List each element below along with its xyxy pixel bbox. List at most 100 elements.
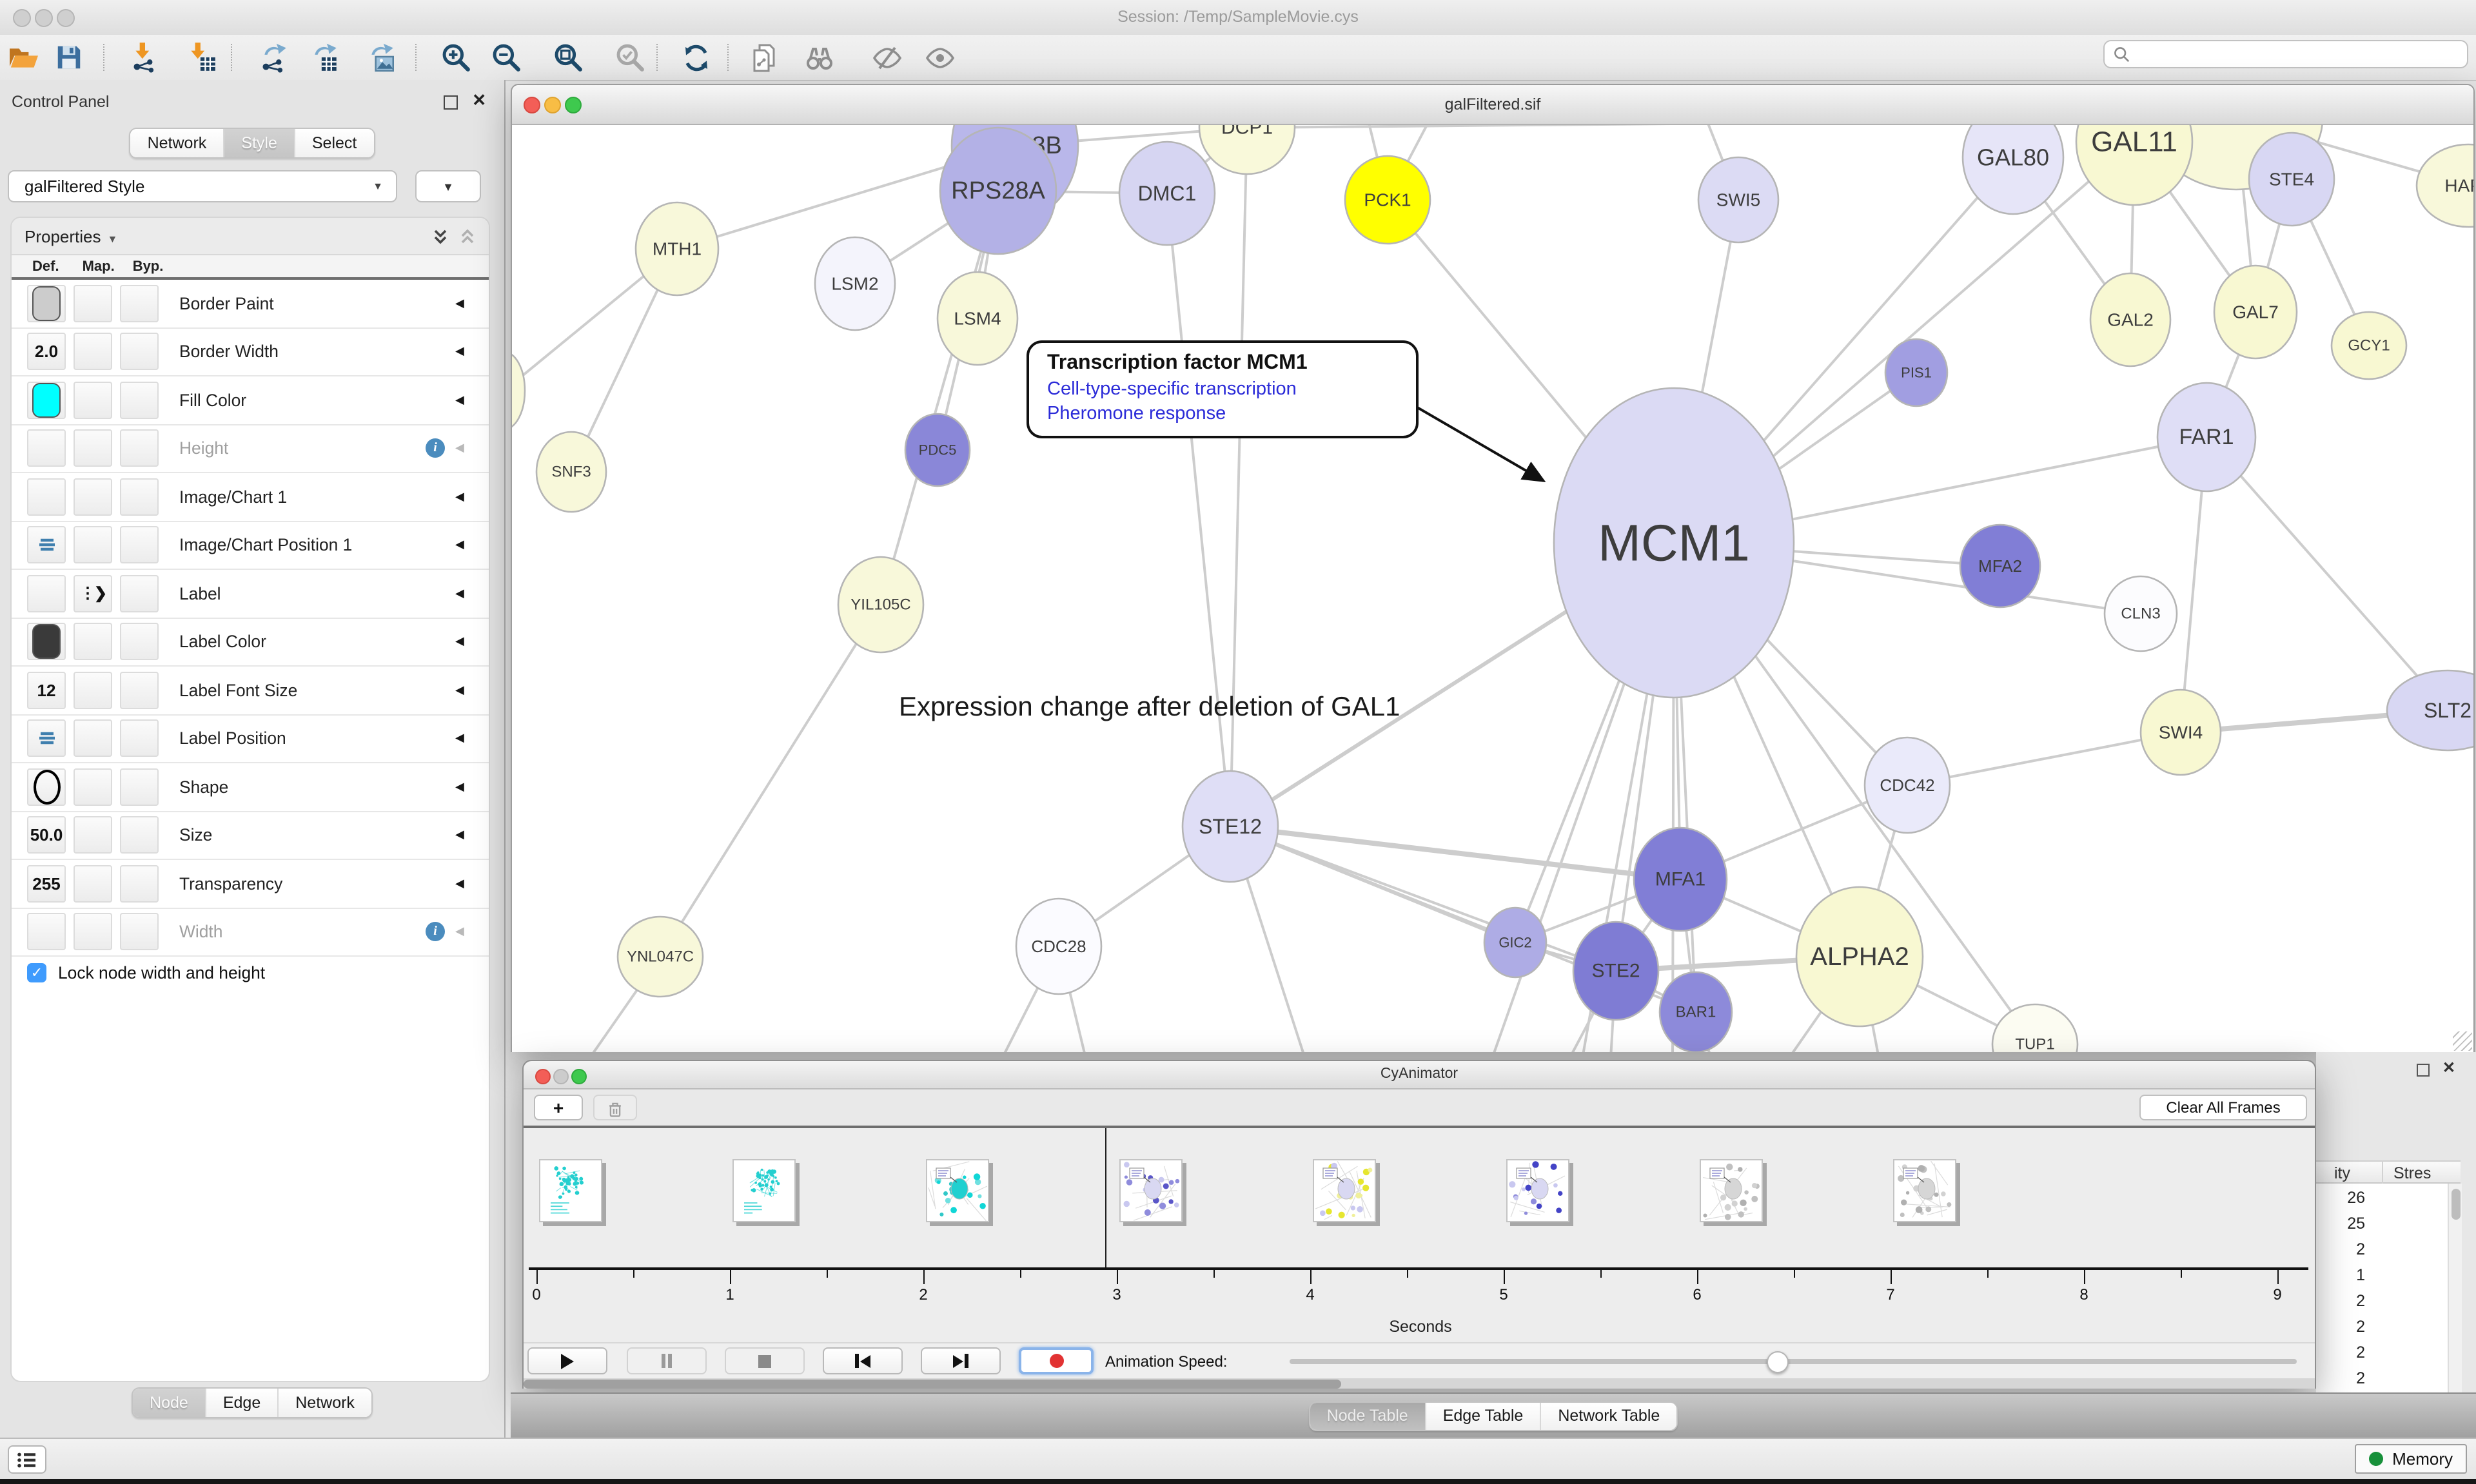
style-selector[interactable]: galFiltered Style ▼ <box>8 170 397 202</box>
tab-node[interactable]: Node <box>133 1389 205 1417</box>
expand-row-arrow-icon[interactable]: ◀ <box>455 489 464 503</box>
property-def-cell[interactable] <box>27 526 66 564</box>
network-node-hap2[interactable] <box>2415 143 2473 228</box>
float-table-panel-icon[interactable] <box>2417 1064 2430 1077</box>
property-byp-cell[interactable] <box>120 719 159 757</box>
expand-row-arrow-icon[interactable]: ◀ <box>455 924 464 938</box>
property-byp-cell[interactable] <box>120 864 159 903</box>
hide-details-button[interactable] <box>868 40 907 75</box>
table-cell[interactable]: 2 <box>2356 1318 2365 1336</box>
pause-button[interactable] <box>627 1347 707 1374</box>
network-node-ste2[interactable] <box>1572 921 1660 1021</box>
property-def-cell[interactable] <box>27 381 66 419</box>
property-map-cell[interactable] <box>74 381 112 419</box>
animation-speed-slider[interactable] <box>1290 1351 2297 1373</box>
table-cell[interactable]: 25 <box>2347 1215 2365 1233</box>
memory-indicator[interactable]: Memory <box>2355 1444 2467 1474</box>
lock-size-checkbox[interactable]: ✓ <box>27 963 46 982</box>
skip-to-start-button[interactable] <box>823 1347 903 1374</box>
search-input[interactable] <box>2137 44 2467 64</box>
network-node-swi5[interactable] <box>1697 156 1780 244</box>
network-node-bar1[interactable] <box>1658 971 1733 1052</box>
search-box[interactable] <box>2103 40 2468 68</box>
export-table-button[interactable] <box>304 40 343 75</box>
column-stress[interactable]: Stres <box>2393 1164 2432 1182</box>
expand-row-arrow-icon[interactable]: ◀ <box>455 586 464 600</box>
column-ity[interactable]: ity <box>2334 1164 2350 1182</box>
expand-row-arrow-icon[interactable]: ◀ <box>455 876 464 890</box>
tab-node-table[interactable]: Node Table <box>1310 1403 1425 1430</box>
property-def-cell[interactable] <box>27 284 66 322</box>
property-map-cell[interactable]: ⋮❯ <box>74 574 112 612</box>
style-options-button[interactable]: ▼ <box>415 170 481 202</box>
zoom-out-button[interactable] <box>486 40 525 75</box>
table-cell[interactable]: 2 <box>2356 1292 2365 1310</box>
cyanimator-timeline[interactable]: Seconds 0 1 2 3 4 5 6 7 8 9 <box>524 1126 2315 1342</box>
frame-thumbnail-6[interactable] <box>1700 1159 1763 1222</box>
property-map-cell[interactable] <box>74 768 112 806</box>
table-cell[interactable]: 2 <box>2356 1369 2365 1387</box>
delete-frame-button[interactable] <box>593 1095 637 1120</box>
property-map-cell[interactable] <box>74 719 112 757</box>
minimize-icon[interactable] <box>544 97 561 113</box>
property-def-cell[interactable]: 255 <box>27 864 66 903</box>
property-byp-cell[interactable] <box>120 526 159 564</box>
table-cell[interactable]: 1 <box>2356 1266 2365 1284</box>
close-table-panel-icon[interactable]: ✕ <box>2442 1059 2455 1077</box>
zoom-fit-button[interactable] <box>548 40 587 75</box>
minimize-icon[interactable] <box>553 1068 569 1084</box>
network-node-gal2[interactable] <box>2089 272 2172 367</box>
property-def-cell[interactable] <box>27 429 66 467</box>
network-node-ste12[interactable] <box>1181 770 1279 883</box>
record-button[interactable] <box>1019 1347 1094 1374</box>
property-byp-cell[interactable] <box>120 478 159 516</box>
close-icon[interactable] <box>524 97 540 113</box>
property-byp-cell[interactable] <box>120 381 159 419</box>
property-map-cell[interactable] <box>74 333 112 371</box>
expand-row-arrow-icon[interactable]: ◀ <box>455 828 464 841</box>
skip-to-end-button[interactable] <box>921 1347 1001 1374</box>
expand-row-arrow-icon[interactable]: ◀ <box>455 634 464 648</box>
tab-edge[interactable]: Edge <box>204 1389 278 1417</box>
maximize-icon[interactable] <box>571 1068 587 1084</box>
stop-button[interactable] <box>725 1347 805 1374</box>
table-cell[interactable]: 2 <box>2356 1240 2365 1258</box>
property-byp-cell[interactable] <box>120 913 159 951</box>
expand-row-arrow-icon[interactable]: ◀ <box>455 538 464 551</box>
frame-thumbnail-1[interactable] <box>732 1159 796 1222</box>
apply-layout-button[interactable] <box>677 40 716 75</box>
close-window-icon[interactable] <box>13 9 31 27</box>
network-node-rps28a[interactable] <box>939 126 1057 255</box>
network-node-pck1[interactable] <box>1344 155 1431 245</box>
annotation-link-1[interactable]: Cell-type-specific transcription <box>1047 379 1297 400</box>
close-icon[interactable] <box>535 1068 551 1084</box>
network-node-gal80[interactable] <box>1961 125 2065 215</box>
property-byp-cell[interactable] <box>120 333 159 371</box>
resize-grip[interactable] <box>2453 1031 2472 1051</box>
open-session-button[interactable] <box>4 40 43 75</box>
network-node-swi4[interactable] <box>2139 688 2222 776</box>
duplicate-network-button[interactable] <box>744 40 783 75</box>
close-panel-icon[interactable]: ✕ <box>472 90 486 110</box>
network-node-dcp1[interactable] <box>1198 125 1296 175</box>
property-byp-cell[interactable] <box>120 574 159 612</box>
property-def-cell[interactable] <box>27 768 66 806</box>
tab-edge-table[interactable]: Edge Table <box>1424 1403 1540 1430</box>
frame-thumbnail-4[interactable] <box>1313 1159 1376 1222</box>
property-map-cell[interactable] <box>74 671 112 709</box>
property-byp-cell[interactable] <box>120 429 159 467</box>
add-frame-button[interactable]: + <box>534 1095 583 1120</box>
network-node-far1[interactable] <box>2156 382 2257 493</box>
expand-row-arrow-icon[interactable]: ◀ <box>455 683 464 696</box>
property-def-cell[interactable] <box>27 913 66 951</box>
property-byp-cell[interactable] <box>120 671 159 709</box>
minimize-window-icon[interactable] <box>35 9 53 27</box>
annotation-link-2[interactable]: Pheromone response <box>1047 404 1226 424</box>
property-byp-cell[interactable] <box>120 816 159 854</box>
network-node-mcm1[interactable] <box>1553 387 1795 699</box>
task-history-button[interactable] <box>8 1445 46 1474</box>
network-canvas[interactable]: RPS28BDCP1RPS28ADMC1PCK1SWI5GAL80GAL11ST… <box>512 125 2473 1052</box>
frame-thumbnail-5[interactable] <box>1506 1159 1569 1222</box>
network-node-ynl047c[interactable] <box>616 915 704 998</box>
annotation-box[interactable]: Transcription factor MCM1 Cell-type-spec… <box>1027 340 1419 438</box>
